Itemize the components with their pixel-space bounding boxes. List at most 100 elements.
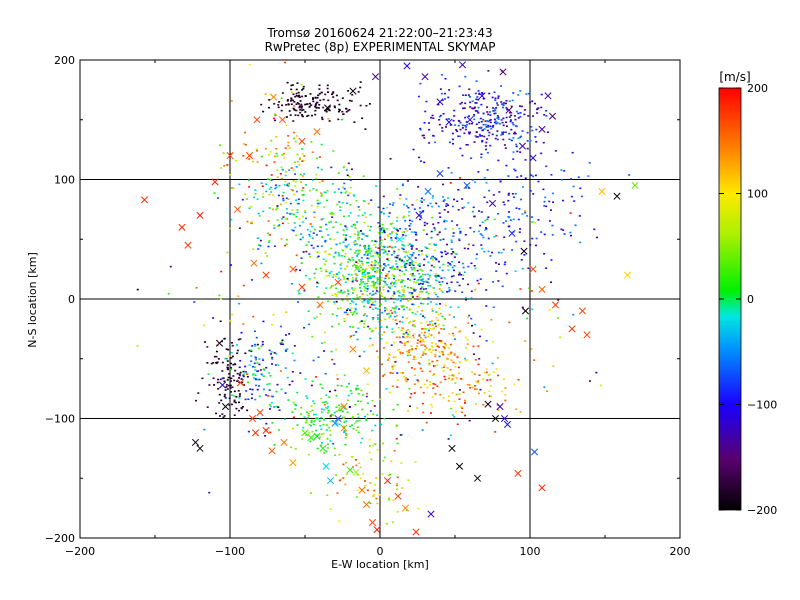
data-point-x <box>278 116 287 124</box>
y-tick-label: 0 <box>68 293 75 306</box>
data-point-x <box>424 187 432 196</box>
data-point-x <box>349 345 357 353</box>
data-point-x <box>268 447 276 455</box>
data-point-x <box>583 331 591 339</box>
y-tick-label: 200 <box>54 54 75 67</box>
data-point-x <box>236 379 245 387</box>
colorbar-unit-label: [m/s] <box>719 70 750 84</box>
data-point-x <box>289 265 297 273</box>
chart-subtitle: RwPretec (8p) EXPERIMENTAL SKYMAP <box>265 40 496 54</box>
data-point-x <box>631 181 639 190</box>
chart-title: Tromsø 20160624 21:22:00–21:23:43 <box>266 26 492 40</box>
data-point-x <box>352 468 360 476</box>
data-point-x <box>358 486 366 494</box>
axis-ticks: −200 −100 0 100 200 −200 −100 0 100 200 <box>45 54 691 558</box>
data-point-x <box>421 73 429 81</box>
y-tick-label: −200 <box>45 532 75 545</box>
data-point-x <box>383 477 392 485</box>
data-point-x <box>319 444 327 452</box>
data-point-x <box>226 152 234 160</box>
data-point-x <box>436 169 444 178</box>
data-point-x <box>373 526 381 534</box>
data-point-x <box>538 484 546 492</box>
data-point-x <box>623 271 632 279</box>
colorbar: [m/s] 200 100 0 −100 −200 <box>718 70 777 517</box>
data-point-x <box>362 500 371 509</box>
data-point-x <box>251 429 260 437</box>
data-point-x <box>436 98 444 106</box>
grid-lines <box>80 60 680 538</box>
data-point-x <box>548 112 557 120</box>
data-point-x <box>218 381 227 389</box>
data-point-x <box>568 325 576 333</box>
colorbar-tick-label: 200 <box>747 82 768 95</box>
data-point-x <box>221 402 230 411</box>
data-point-x <box>598 187 606 196</box>
colorbar-ticks: 200 100 0 −100 −200 <box>719 82 777 517</box>
data-point-x <box>445 118 453 126</box>
data-point-x <box>427 510 435 518</box>
data-point-x <box>245 152 254 160</box>
data-point-x <box>298 283 306 291</box>
data-point-x <box>538 285 546 293</box>
data-point-x <box>301 429 309 437</box>
data-point-x <box>184 241 192 249</box>
data-point-x <box>551 301 560 309</box>
data-point-x <box>455 462 464 470</box>
data-point-x <box>191 438 200 446</box>
data-point-x <box>403 62 411 70</box>
data-point-x <box>298 137 306 145</box>
data-point-x <box>514 469 522 478</box>
data-point-x <box>253 116 261 124</box>
data-point-x <box>520 247 528 255</box>
x-tick-label: −100 <box>215 545 245 558</box>
data-point-x <box>326 477 335 485</box>
data-point-x <box>346 466 354 474</box>
colorbar-tick-label: −100 <box>747 399 777 412</box>
data-point-x <box>448 444 456 452</box>
data-point-x <box>307 434 315 442</box>
data-point-x <box>578 307 587 315</box>
data-point-x <box>521 307 530 315</box>
data-point-x <box>463 181 471 190</box>
data-point-x <box>401 504 410 512</box>
data-point-x <box>313 128 321 136</box>
data-point-x <box>248 414 257 423</box>
data-point-x <box>140 196 149 204</box>
data-point-x <box>394 492 402 500</box>
data-point-x <box>529 265 537 273</box>
data-point-x <box>508 229 516 237</box>
data-point-x <box>322 462 330 470</box>
data-point-x <box>340 402 348 411</box>
data-point-x <box>349 87 357 95</box>
data-point-x <box>505 106 513 114</box>
data-point-x <box>233 205 242 213</box>
x-tick-label: 100 <box>520 545 541 558</box>
data-point-x <box>178 223 186 231</box>
colorbar-tick-label: −200 <box>747 504 777 517</box>
x-tick-label: 0 <box>377 545 384 558</box>
data-point-x <box>256 408 264 417</box>
data-point-x <box>262 426 270 435</box>
data-point-x <box>250 259 258 267</box>
data-point-x <box>215 339 224 347</box>
x-axis-label: E-W location [km] <box>331 558 429 571</box>
data-point-x <box>334 278 342 286</box>
x-tick-label: 200 <box>670 545 691 558</box>
data-point-x <box>491 414 500 423</box>
data-point-x <box>334 414 342 423</box>
data-point-x <box>473 474 482 482</box>
data-point-x <box>538 125 546 133</box>
data-point-x <box>196 211 204 219</box>
data-point-x <box>362 367 371 375</box>
data-point-x <box>368 518 377 527</box>
data-point-x <box>496 402 504 411</box>
data-point-x <box>484 400 492 408</box>
data-point-x <box>529 154 537 162</box>
data-point-x <box>340 424 348 432</box>
data-point-x <box>364 247 372 255</box>
plot-area: −200 −100 0 100 200 −200 −100 0 100 200 <box>45 54 691 558</box>
data-point-x <box>269 93 278 101</box>
data-point-x <box>353 264 362 272</box>
data-point-x <box>500 414 509 423</box>
